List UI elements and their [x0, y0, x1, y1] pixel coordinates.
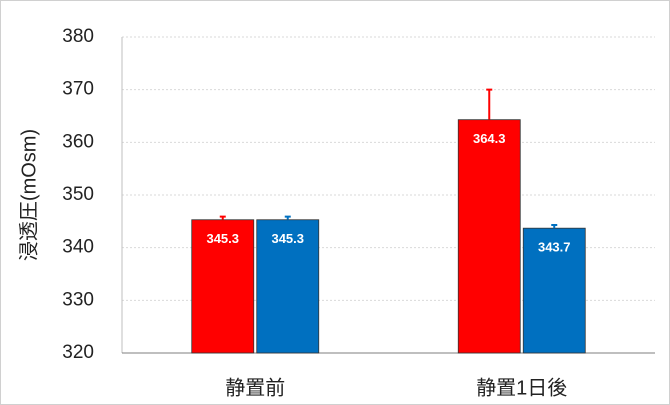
- value-label: 343.7: [538, 240, 571, 255]
- y-tick-label: 370: [62, 79, 94, 100]
- value-label: 345.3: [271, 231, 304, 246]
- y-tick-label: 360: [62, 131, 94, 152]
- bar: [457, 119, 521, 354]
- x-tick-label: 静置1日後: [476, 376, 567, 399]
- error-bar: [219, 215, 226, 220]
- value-label: 345.3: [206, 231, 239, 246]
- error-bar: [551, 224, 558, 229]
- error-bar: [486, 88, 493, 120]
- error-bar: [284, 215, 291, 220]
- x-tick-label: 静置前: [225, 376, 285, 399]
- value-label: 364.3: [473, 131, 506, 146]
- bar: [256, 219, 320, 354]
- y-tick-label: 330: [62, 289, 94, 310]
- y-tick-label: 350: [62, 184, 94, 205]
- y-tick-label: 320: [62, 342, 94, 363]
- y-tick-label: 380: [62, 26, 94, 47]
- y-tick-label: 340: [62, 237, 94, 258]
- bar: [191, 219, 255, 354]
- y-axis-label: 浸透圧(mOsm): [17, 129, 40, 261]
